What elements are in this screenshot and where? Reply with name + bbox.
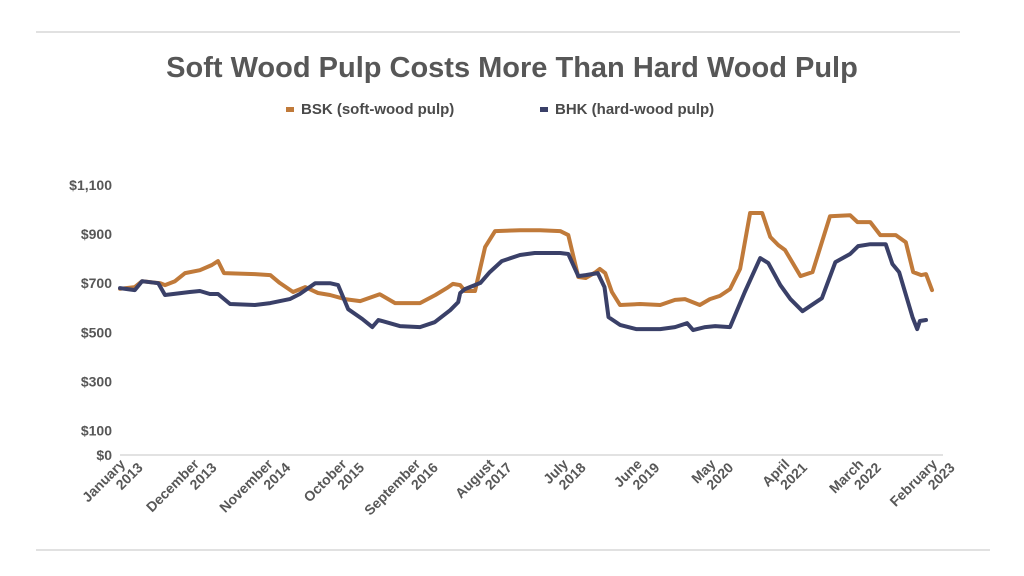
series-line-bhk — [118, 242, 928, 333]
y-tick-label: $300 — [81, 373, 112, 389]
series-layer — [118, 211, 934, 333]
y-tick-label: $100 — [81, 422, 112, 438]
top-divider — [36, 31, 960, 33]
legend: BSK (soft-wood pulp) BHK (hard-wood pulp… — [0, 101, 1024, 123]
series-line-bsk — [118, 211, 934, 307]
legend-swatch-bhk — [540, 107, 548, 112]
y-tick-label: $700 — [81, 275, 112, 291]
legend-swatch-bsk — [286, 107, 294, 112]
legend-label-bhk: BHK (hard-wood pulp) — [555, 101, 715, 118]
legend-item-bhk: BHK (hard-wood pulp) — [540, 101, 714, 118]
chart-title: Soft Wood Pulp Costs More Than Hard Wood… — [166, 52, 858, 84]
y-tick-label: $500 — [81, 324, 112, 340]
bottom-divider — [36, 549, 990, 551]
y-tick-label: $0 — [96, 447, 112, 463]
y-tick-label: $900 — [81, 226, 112, 242]
y-tick-label: $1,100 — [69, 177, 112, 193]
legend-label-bsk: BSK (soft-wood pulp) — [301, 101, 455, 118]
legend-item-bsk: BSK (soft-wood pulp) — [286, 101, 454, 118]
y-axis: $0 $100 $300 $500 $700 $900 $1,100 — [69, 177, 112, 463]
